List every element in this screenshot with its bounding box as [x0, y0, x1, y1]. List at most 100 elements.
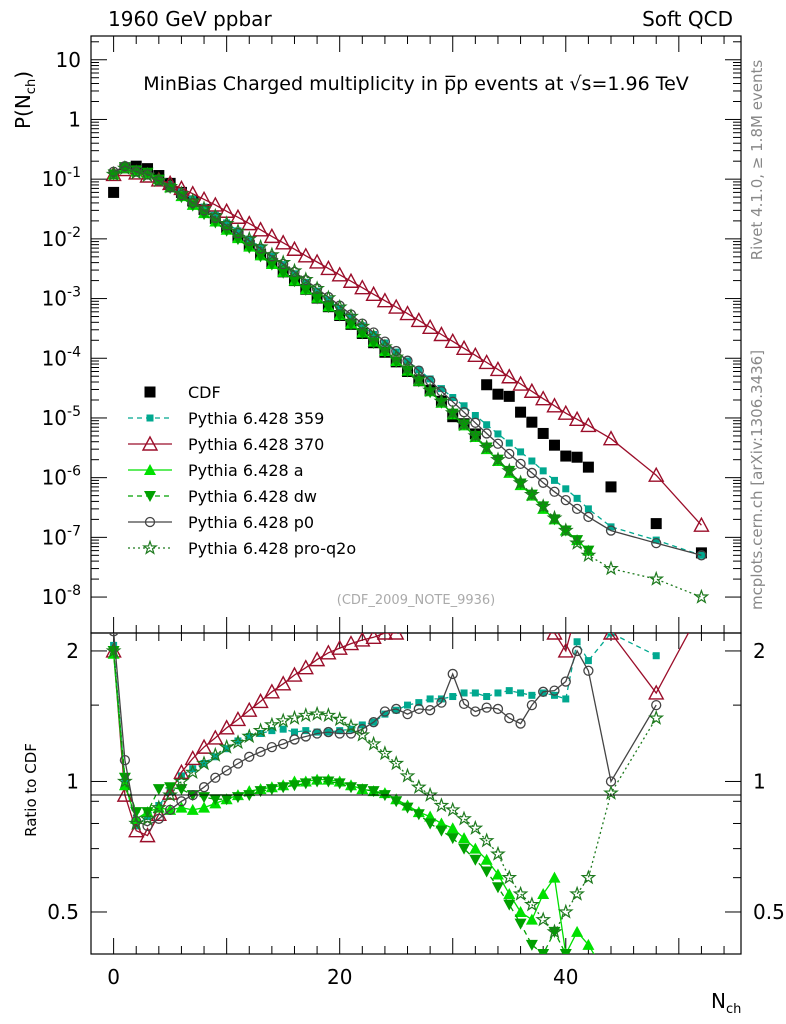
ratio-data-point	[286, 709, 303, 725]
ratio-series-3	[107, 645, 572, 954]
ratio-data-point	[469, 854, 482, 866]
main-data-point	[538, 477, 549, 488]
main-data-point	[492, 388, 504, 400]
ratio-data-point	[557, 642, 574, 658]
ratio-data-point	[152, 784, 165, 796]
main-data-point	[421, 318, 439, 335]
ratio-data-point	[342, 635, 360, 651]
main-data-point	[207, 207, 224, 223]
ratio-data-point	[528, 691, 536, 699]
main-data-point	[218, 215, 235, 231]
main-data-point	[539, 467, 547, 475]
main-y-tick-label: 10-1	[42, 165, 81, 191]
ratio-data-point	[526, 699, 538, 711]
main-data-point	[455, 339, 473, 355]
x-axis-label: Nch	[711, 989, 741, 1017]
ratio-data-point	[437, 695, 445, 703]
ratio-y-tick-label-right: 0.5	[753, 900, 785, 924]
ratio-data-point	[458, 843, 471, 855]
ratio-data-point	[548, 871, 561, 883]
main-data-point	[422, 382, 438, 398]
main-y-ticks: 10-8 10-7 10-6 10-5 10-4 10-3 10-2 10-1 1 10	[42, 41, 741, 609]
ratio-data-point	[198, 782, 210, 793]
legend-item: Pythia 6.428 a	[128, 461, 304, 480]
main-data-point	[381, 339, 389, 347]
ratio-data-point	[288, 780, 301, 792]
ratio-data-point	[139, 827, 156, 843]
ratio-data-point	[105, 642, 122, 658]
main-data-point	[512, 375, 529, 391]
main-data-point	[603, 560, 619, 576]
main-data-point	[526, 467, 538, 479]
ratio-data-point	[268, 727, 276, 735]
main-data-point	[562, 485, 570, 493]
main-data-point	[223, 219, 231, 227]
main-data-point	[460, 402, 468, 410]
ratio-data-point	[535, 911, 552, 927]
ratio-data-point	[139, 810, 156, 826]
main-series-line	[113, 167, 589, 552]
ratio-data-point	[198, 792, 211, 804]
ratio-data-point	[229, 710, 247, 727]
main-data-point	[241, 215, 258, 231]
main-data-point	[331, 266, 348, 282]
legend-marker	[144, 491, 156, 502]
legend-marker	[144, 516, 156, 528]
ratio-data-point	[164, 804, 176, 816]
main-data-point	[444, 332, 461, 349]
main-data-point	[139, 166, 156, 183]
main-data-point	[580, 546, 597, 563]
ratio-data-point	[449, 693, 457, 701]
main-data-point	[470, 417, 481, 428]
ratio-data-point	[456, 810, 472, 826]
main-data-point	[526, 416, 538, 428]
ratio-data-point	[300, 731, 311, 742]
ratio-data-point	[186, 803, 199, 815]
ratio-data-point	[415, 699, 423, 707]
ratio-data-point	[388, 755, 405, 771]
ratio-data-point	[211, 753, 219, 761]
main-data-point	[297, 271, 314, 287]
ratio-data-point	[603, 784, 619, 800]
ratio-data-point	[175, 784, 188, 796]
main-data-point	[573, 494, 581, 502]
ratio-data-point	[390, 796, 403, 808]
main-data-point	[503, 390, 515, 402]
main-data-point	[413, 365, 424, 376]
main-data-point	[446, 408, 459, 420]
ratio-data-point	[422, 786, 439, 802]
ratio-data-point	[444, 801, 461, 817]
main-data-point	[358, 322, 366, 330]
main-data-point	[211, 211, 219, 219]
ratio-data-point	[367, 786, 380, 798]
main-data-point	[535, 498, 552, 514]
main-y-tick-label: 10-2	[42, 225, 81, 251]
ratio-data-point	[694, 602, 708, 615]
main-data-point	[607, 523, 615, 531]
main-data-point	[444, 404, 461, 420]
main-data-point	[365, 285, 382, 301]
analysis-label: (CDF_2009_NOTE_9936)	[337, 593, 496, 608]
main-data-point	[399, 305, 416, 321]
ratio-data-point	[560, 676, 571, 687]
ratio-data-point	[365, 633, 382, 645]
ratio-data-point	[320, 707, 337, 723]
ratio-data-point	[562, 695, 570, 703]
main-data-point	[535, 390, 552, 406]
main-data-point	[365, 328, 382, 344]
main-data-point	[537, 427, 549, 439]
ratio-data-point	[234, 737, 242, 745]
ratio-data-point	[584, 657, 592, 665]
y-axis-label-ratio: Ratio to CDF	[22, 743, 40, 837]
main-data-point	[602, 430, 620, 446]
ratio-data-point	[582, 938, 595, 950]
ratio-data-point	[401, 802, 414, 814]
legend: CDF Pythia 6.428 359 Pythia 6.428 370 Pythi…	[128, 383, 356, 558]
ratio-data-point	[322, 776, 335, 788]
ratio-data-point	[255, 746, 266, 758]
ratio-data-point	[483, 693, 491, 701]
main-data-point	[320, 259, 337, 276]
ratio-data-point	[503, 899, 516, 911]
main-data-point	[263, 246, 280, 262]
main-data-point	[557, 404, 574, 420]
